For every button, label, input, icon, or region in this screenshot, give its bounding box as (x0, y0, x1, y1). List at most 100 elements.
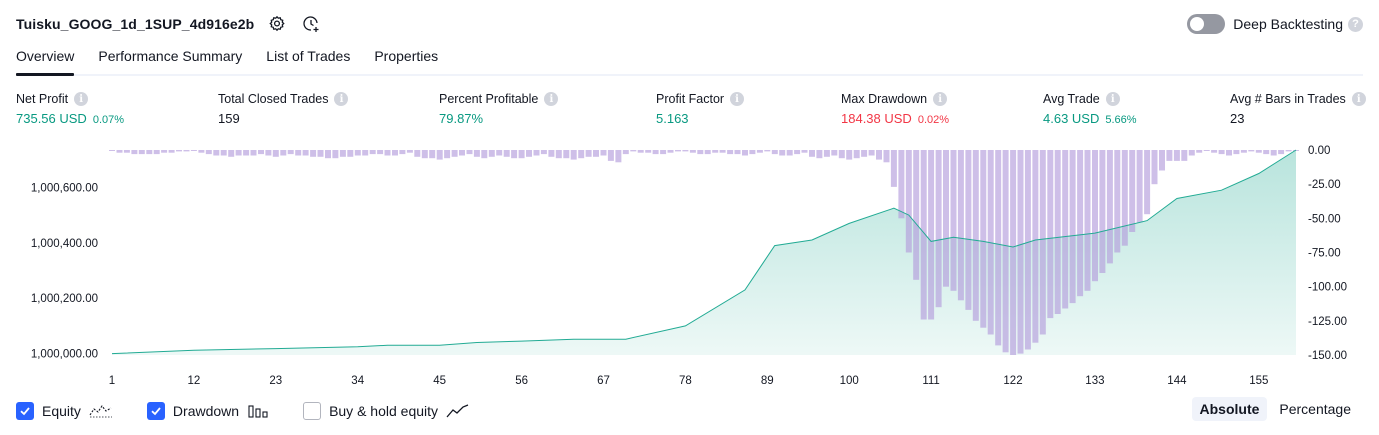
drawdown-bar (585, 150, 592, 157)
drawdown-bar (317, 150, 324, 157)
drawdown-bar (1017, 150, 1024, 354)
drawdown-layer (109, 150, 1299, 355)
equity-drawdown-chart[interactable]: 1,000,000.00 1,000,200.00 1,000,400.00 1,00… (0, 140, 1379, 390)
drawdown-bar (265, 150, 272, 156)
left-axis-tick-label: 1,000,000.00 (31, 349, 98, 361)
info-icon[interactable]: i (334, 92, 349, 106)
drawdown-bar (905, 150, 912, 253)
drawdown-bar (1159, 150, 1165, 171)
settings-gear-icon[interactable] (266, 13, 288, 35)
drawdown-bar (1263, 150, 1270, 155)
deep-backtesting-toggle[interactable] (1187, 14, 1226, 34)
drawdown-bar (1099, 150, 1106, 273)
deep-backtesting-control: Deep Backtesting ? (1187, 14, 1363, 34)
left-axis: 1,000,000.00 1,000,200.00 1,000,400.00 1,00… (31, 182, 98, 360)
drawdown-bar (369, 150, 376, 155)
stat-value-percent: 0.02% (917, 114, 950, 126)
right-axis: 0.00 -25.00 -50.00 -75.00 -100.00 -125.00 -150… (1308, 145, 1347, 362)
drawdown-bar (786, 150, 793, 156)
drawdown-bar (272, 150, 279, 157)
help-icon[interactable]: ? (1348, 16, 1363, 32)
right-axis-tick-label: -125.00 (1308, 316, 1347, 328)
drawdown-bar (116, 150, 123, 153)
drawdown-bar (972, 150, 979, 321)
drawdown-checkbox[interactable] (146, 402, 165, 420)
x-axis-tick-label: 23 (269, 375, 282, 387)
stat-label-text: Net Profit (16, 92, 69, 106)
stat-value-text: 184.38 USD (841, 111, 912, 126)
stat-value-text: 735.56 USD (16, 111, 87, 126)
info-icon[interactable]: i (933, 92, 948, 106)
drawdown-bar (809, 150, 815, 157)
tab-properties[interactable]: Properties (374, 48, 439, 64)
drawdown-bar (347, 150, 354, 157)
right-axis-tick-label: 0.00 (1308, 145, 1330, 157)
drawdown-bar (965, 150, 972, 310)
right-axis-tick-label: -100.00 (1308, 282, 1347, 294)
stat-label-text: Max Drawdown (841, 92, 928, 106)
drawdown-bar (429, 150, 436, 159)
drawdown-bar (764, 150, 771, 152)
left-axis-tick-label: 1,000,200.00 (31, 293, 98, 305)
tab-performance-summary[interactable]: Performance Summary (98, 48, 243, 64)
drawdown-bar (302, 150, 309, 156)
drawdown-bar (600, 150, 607, 156)
stat-value-percent: 5.66% (1105, 114, 1137, 126)
x-axis-tick-label: 122 (1003, 375, 1022, 387)
stat-avg-trade: Avg Trade i 4.63 USD 5.66% (1043, 92, 1137, 126)
stat-net-profit: Net Profit i 735.56 USD 0.07% (16, 92, 124, 126)
stat-value-text: 79.87% (439, 111, 484, 126)
drawdown-bar (1114, 150, 1121, 253)
drawdown-bar (176, 150, 182, 152)
stat-value-avg-bars: 23 (1230, 111, 1366, 126)
drawdown-bar (719, 150, 726, 153)
drawdown-bar (518, 150, 525, 159)
drawdown-bar (384, 150, 391, 156)
info-icon[interactable]: i (1351, 92, 1366, 106)
x-axis: 1 12 23 34 45 56 67 78 89 100 111 122 133 144 155 (109, 375, 1269, 387)
legend-drawdown[interactable]: Drawdown (146, 402, 269, 420)
drawdown-bar (637, 150, 644, 153)
stat-value-net-profit: 735.56 USD 0.07% (16, 111, 124, 126)
drawdown-bar (615, 150, 622, 163)
equity-checkbox[interactable] (16, 402, 34, 420)
tab-list-of-trades[interactable]: List of Trades (266, 48, 351, 64)
drawdown-bar (1032, 150, 1039, 343)
drawdown-bar (220, 150, 227, 156)
drawdown-bar (1151, 150, 1158, 185)
drawdown-bar (876, 150, 882, 160)
legend-drawdown-label: Drawdown (172, 403, 240, 419)
drawdown-bar (228, 150, 235, 157)
tab-overview[interactable]: Overview (16, 44, 75, 76)
drawdown-bar (890, 150, 897, 187)
drawdown-bar (310, 150, 317, 157)
legend-buy-hold[interactable]: Buy & hold equity (303, 402, 470, 420)
info-icon[interactable]: i (1105, 92, 1120, 106)
info-icon[interactable]: i (730, 92, 745, 106)
info-icon[interactable]: i (74, 92, 89, 106)
drawdown-bar (593, 150, 599, 157)
info-icon[interactable]: i (544, 92, 559, 106)
add-to-chart-icon[interactable] (300, 13, 322, 35)
absolute-button[interactable]: Absolute (1191, 397, 1268, 421)
stat-value-max-drawdown: 184.38 USD 0.02% (841, 111, 949, 126)
drawdown-bar (682, 150, 689, 152)
drawdown-bar (332, 150, 339, 159)
drawdown-bar (1181, 150, 1188, 161)
drawdown-bar (570, 150, 577, 160)
drawdown-bar (920, 150, 927, 320)
drawdown-bar (1069, 150, 1076, 304)
drawdown-bars-icon (247, 403, 269, 419)
x-axis-tick-label: 89 (761, 375, 774, 387)
strategy-title: Tuisku_GOOG_1d_1SUP_4d916e2b (16, 16, 255, 32)
drawdown-bar (675, 150, 681, 152)
drawdown-bar (607, 150, 614, 161)
percentage-button[interactable]: Percentage (1279, 401, 1351, 417)
buy-hold-checkbox[interactable] (303, 402, 322, 420)
drawdown-bar (1039, 150, 1046, 335)
value-mode-switch: Absolute Percentage (1188, 397, 1360, 421)
drawdown-bar (913, 150, 920, 280)
drawdown-bar (831, 150, 838, 156)
legend-equity[interactable]: Equity (16, 402, 113, 420)
drawdown-bar (511, 150, 518, 159)
